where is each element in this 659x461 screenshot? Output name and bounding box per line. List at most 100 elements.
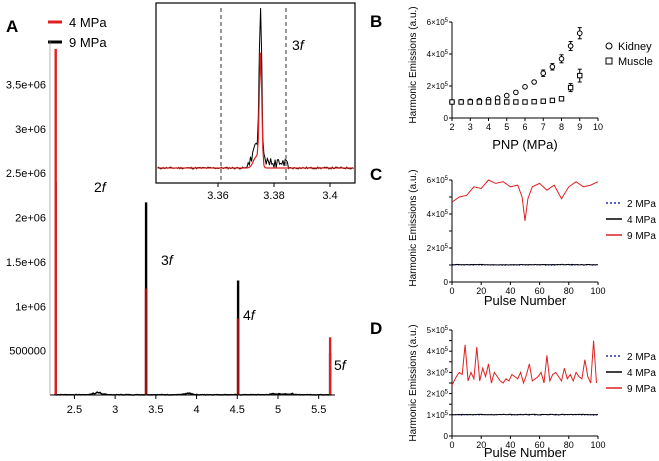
legend-c-4mpa-label: 4 MPa [627,215,656,226]
panel-d-ytick-label: 0 [444,432,449,441]
panel-d: D Harmonic Emissions (a.u.) 0 20 40 60 80 100… [370,319,656,460]
panel-b-xtick-label: 5 [504,122,509,132]
panel-d-axes: 0 20 40 60 80 100 0 1×105 2×105 3×105 4×105 5×105 [427,326,606,450]
peak-label-5f: 5f [334,357,348,373]
panel-c-series-9-mpa [451,179,599,221]
kidney-point [531,79,537,85]
panel-d-ylabel: Harmonic Emissions (a.u.) [408,324,419,441]
panel-a-xtick-label: 5.5 [311,404,326,416]
muscle-point [449,99,455,105]
panel-c-marks [451,179,599,266]
panel-a-xtick-label: 4 [194,404,200,416]
muscle-point [476,99,483,105]
legend-c-2mpa-label: 2 MPa [627,199,656,210]
panel-a-y-ticks: 500000 1e+06 1.5e+06 2e+06 2.5e+06 3e+06 3.5e+… [6,79,46,357]
panel-a-xtick-label: 5 [275,404,281,416]
muscle-point [513,99,519,105]
panel-b-xtick-label: 6 [522,122,527,132]
kidney-point [522,84,528,90]
panel-c-xlabel: Pulse Number [484,293,567,308]
panel-c-xtick-label: 20 [476,286,486,296]
inset-xtick-label-3: 3.4 [322,190,337,202]
panel-d-letter: D [370,319,382,338]
panel-b-marks [449,27,583,105]
panel-c-xtick-label: 80 [564,286,574,296]
panel-d-ytick-label: 1×105 [427,411,449,420]
panel-d-marks [451,340,599,416]
muscle-point [504,99,510,105]
panel-d-series-4-mpa [451,413,599,416]
kidney-point [567,43,574,49]
panel-c-letter: C [370,165,382,184]
panel-d-ytick-label: 4×105 [427,347,449,356]
panel-c-xtick-label: 40 [505,286,515,296]
muscle-point [540,98,546,104]
panel-a-inset: 3f 3.36 3.38 3.4 [155,2,356,202]
muscle-point [522,99,528,105]
panel-c-ytick-label: 2×105 [427,244,449,253]
panel-b-ytick-label: 0 [444,114,449,123]
legend-d-9mpa-label: 9 MPa [627,384,656,395]
panel-d-ytick-label: 2×105 [427,390,449,399]
muscle-point [531,98,537,105]
panel-c-series-4-mpa [451,263,599,266]
panel-b-xtick-label: 8 [559,122,564,132]
legend-kidney-label: Kidney [618,41,652,53]
legend-c-9mpa-label: 9 MPa [627,231,656,242]
muscle-point [467,99,473,105]
panel-b: B Harmonic Emissions (a.u.) 2 3 4 5 6 7 8 9 1002… [370,6,653,152]
muscle-point [567,84,574,91]
panel-a-x-ticks: 2.5 3 3.5 4 4.5 5 5.5 [67,395,326,416]
panel-a-letter: A [6,17,18,36]
legend-kidney-marker [605,42,613,50]
panel-b-xtick-label: 2 [449,122,454,132]
panel-c: C Harmonic Emissions (a.u.) 0 20 40 60 80 100… [370,165,656,308]
peak-label-3f: 3f [161,252,175,268]
panel-a-ytick-label: 1e+06 [15,301,46,313]
panel-d-xtick-label: 80 [564,440,574,450]
muscle-point [549,97,556,104]
panel-a: A 4 MPa 9 MPa 500000 1e+06 1.5e+06 2e+06 2.5… [6,2,356,416]
kidney-point [513,89,519,96]
panel-b-xtick-label: 3 [468,122,473,132]
legend-9mpa-label: 9 MPa [69,35,107,50]
muscle-point [458,99,464,105]
muscle-point [577,72,583,79]
panel-b-xtick-label: 9 [577,122,582,132]
panel-b-letter: B [370,12,382,31]
panel-c-ytick-label: 0 [444,278,449,287]
panel-d-ytick-label: 3×105 [427,368,449,377]
panel-b-axes: 2 3 4 5 6 7 8 9 10 0 2×105 4×105 6×105 [427,18,603,132]
panel-b-ylabel: Harmonic Emissions (a.u.) [408,6,419,123]
panel-c-axes: 0 20 40 60 80 100 0 2×105 4×105 6×105 [427,176,606,296]
inset-xtick-label-2: 3.38 [263,190,284,202]
panel-b-ytick-label: 6×105 [427,18,449,27]
legend-d-4mpa-label: 4 MPa [627,368,656,379]
panel-d-series-9-mpa [451,340,597,386]
inset-label-3f: 3f [292,37,306,53]
muscle-point [485,99,492,105]
panel-c-xtick-label: 0 [449,286,454,296]
legend-d-2mpa-label: 2 MPa [627,352,656,363]
panel-d-xtick-label: 40 [505,440,515,450]
panel-d-xtick-label: 0 [449,440,454,450]
inset-4mpa-trace [157,52,354,169]
kidney-point [549,64,556,70]
panel-b-xtick-label: 4 [486,122,491,132]
kidney-point [558,56,565,62]
peak-label-2f: 2f [94,179,108,195]
panel-b-xtick-label: 10 [593,122,603,132]
panel-a-ytick-label: 500000 [9,346,46,358]
panel-c-ytick-label: 4×105 [427,210,449,219]
peak-label-4f: 4f [243,307,257,323]
kidney-point [540,70,547,76]
panel-c-xtick-label: 60 [535,286,545,296]
panel-a-ytick-label: 2e+06 [15,213,46,225]
legend-4mpa-label: 4 MPa [69,15,107,30]
kidney-point [576,30,583,37]
panel-a-xtick-label: 2.5 [67,404,82,416]
panel-a-xtick-label: 3.5 [148,404,163,416]
panel-d-xtick-label: 20 [476,440,486,450]
inset-xtick-label-1: 3.36 [207,190,228,202]
